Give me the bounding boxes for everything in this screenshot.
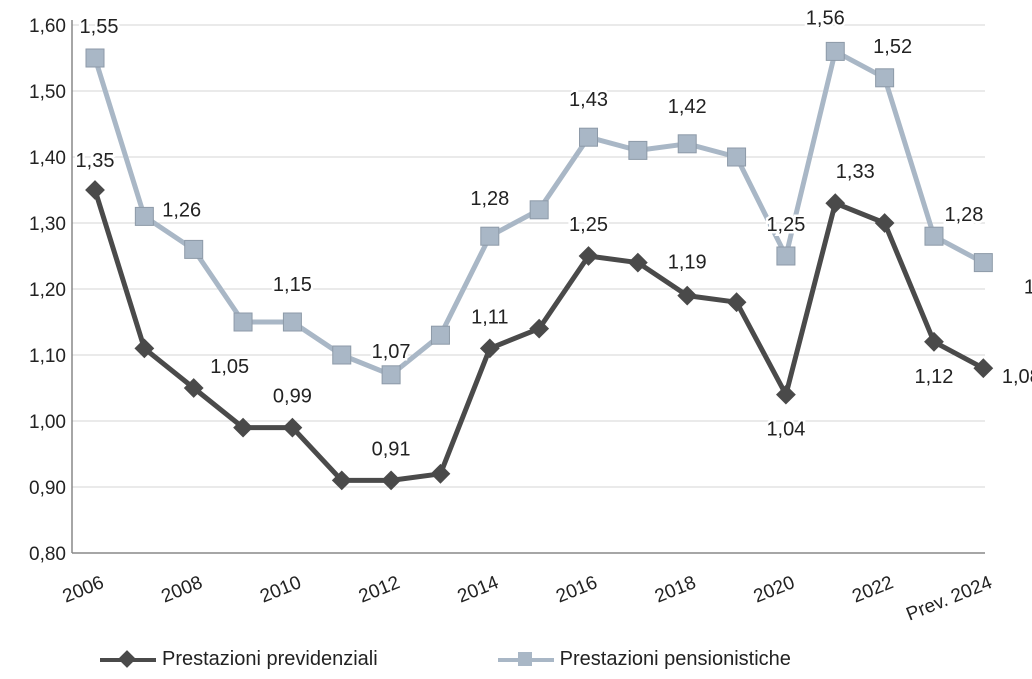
data-point: [85, 48, 105, 68]
data-point: [973, 358, 994, 379]
x-tick-label: 2012: [356, 572, 403, 607]
y-tick-label: 0,90: [29, 478, 66, 499]
data-point: [529, 318, 550, 339]
data-point: [825, 193, 846, 214]
data-point: [331, 470, 352, 491]
data-label: 0,91: [372, 438, 411, 460]
data-point: [875, 68, 895, 88]
legend: Prestazioni previdenziali Prestazioni pe…: [100, 648, 791, 671]
data-label: 1,28: [470, 188, 509, 210]
data-point: [628, 140, 648, 160]
data-point: [579, 127, 599, 147]
data-point: [726, 292, 747, 313]
data-point: [677, 134, 697, 154]
legend-swatch-previdenziali: [100, 649, 156, 669]
data-point: [627, 252, 648, 273]
data-label: 1,25: [569, 214, 608, 236]
y-tick-label: 1,60: [29, 16, 66, 37]
data-label: 1,35: [76, 150, 115, 172]
data-point: [85, 180, 105, 200]
data-label: 1,52: [873, 36, 912, 58]
data-point: [924, 331, 944, 352]
data-label: 1,08: [1002, 366, 1032, 388]
data-point: [727, 147, 747, 167]
data-point: [233, 312, 253, 332]
x-tick-label: 2020: [751, 572, 798, 607]
data-label: 1,12: [915, 366, 954, 388]
legend-label-previdenziali: Prestazioni previdenziali: [162, 648, 378, 670]
data-point: [430, 463, 451, 484]
data-point: [381, 365, 401, 385]
x-tick-label: 2016: [553, 572, 600, 607]
data-point: [776, 246, 796, 266]
data-point: [874, 213, 895, 233]
x-tick-label: Prev. 2024: [903, 572, 995, 626]
x-tick-label: 2008: [159, 572, 206, 607]
data-label: 1,28: [945, 204, 984, 226]
legend-item-previdenziali: Prestazioni previdenziali: [100, 648, 378, 671]
legend-label-pensionistiche: Prestazioni pensionistiche: [559, 648, 791, 670]
data-label: 1,25: [766, 214, 805, 236]
data-point: [183, 378, 204, 398]
data-label: 1,11: [471, 306, 508, 328]
data-label: 1,43: [569, 89, 608, 111]
y-tick-label: 1,30: [29, 214, 66, 235]
chart-svg: 0,80 0,90 1,00 1,10 1,20 1,30 1,40 1,50 1,60 2006…: [29, 7, 1032, 626]
data-label: 1,55: [80, 16, 119, 38]
data-label: 1,07: [372, 341, 411, 363]
x-tick-label: 2018: [652, 572, 699, 607]
data-point: [233, 417, 253, 438]
data-point: [825, 41, 845, 61]
data-point: [282, 312, 302, 332]
legend-item-pensionistiche: Prestazioni pensionistiche: [497, 648, 791, 671]
data-point: [134, 206, 154, 226]
data-point: [381, 470, 402, 491]
data-point: [332, 345, 352, 365]
data-label: 1,05: [210, 356, 249, 378]
data-point: [134, 338, 155, 359]
x-tick-label: 2014: [455, 572, 502, 607]
data-point: [479, 338, 500, 359]
data-point: [430, 325, 450, 345]
data-label: 0,99: [273, 386, 312, 408]
data-label: 1,24: [1024, 277, 1032, 299]
y-tick-label: 0,80: [29, 544, 66, 565]
x-tick-label: 2010: [257, 572, 304, 607]
data-label: 1,26: [162, 199, 201, 221]
legend-swatch-pensionistiche: [497, 651, 554, 669]
y-tick-label: 1,10: [29, 346, 66, 367]
data-point: [282, 417, 303, 438]
data-point: [677, 285, 698, 306]
data-label: 1,33: [836, 161, 875, 183]
x-tick-label: 2022: [849, 572, 896, 607]
y-tick-label: 1,40: [29, 148, 66, 169]
data-point: [480, 226, 500, 246]
data-label: 1,19: [668, 252, 707, 274]
data-label: 1,04: [766, 419, 805, 441]
data-point: [529, 200, 549, 220]
y-tick-label: 1,50: [29, 82, 66, 103]
data-point: [973, 253, 993, 273]
data-label: 1,42: [668, 96, 707, 118]
y-tick-label: 1,20: [29, 280, 66, 301]
data-point: [184, 239, 204, 259]
y-tick-label: 1,00: [29, 412, 66, 433]
data-label: 1,56: [806, 7, 845, 29]
data-point: [924, 226, 944, 246]
x-tick-label: 2006: [60, 572, 107, 607]
data-label: 1,15: [273, 274, 312, 296]
data-point: [776, 384, 796, 405]
